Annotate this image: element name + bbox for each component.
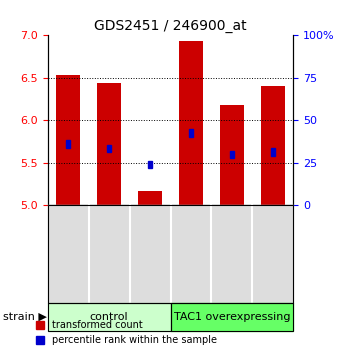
Bar [56,75,80,205]
Bar [148,161,152,169]
Bar [189,129,193,137]
Title: GDS2451 / 246900_at: GDS2451 / 246900_at [94,19,247,33]
Bar [230,150,234,158]
Legend: transformed count, percentile rank within the sample: transformed count, percentile rank withi… [32,316,221,349]
Bar [261,86,285,205]
Bar [107,144,111,152]
Bar [138,191,162,205]
Bar [66,140,70,148]
Text: control: control [90,312,129,322]
Bar [179,41,203,205]
Bar [271,148,275,156]
Text: TAC1 overexpressing: TAC1 overexpressing [174,312,290,322]
Bar [220,105,244,205]
Bar [97,83,121,205]
Text: strain ▶: strain ▶ [3,312,47,322]
